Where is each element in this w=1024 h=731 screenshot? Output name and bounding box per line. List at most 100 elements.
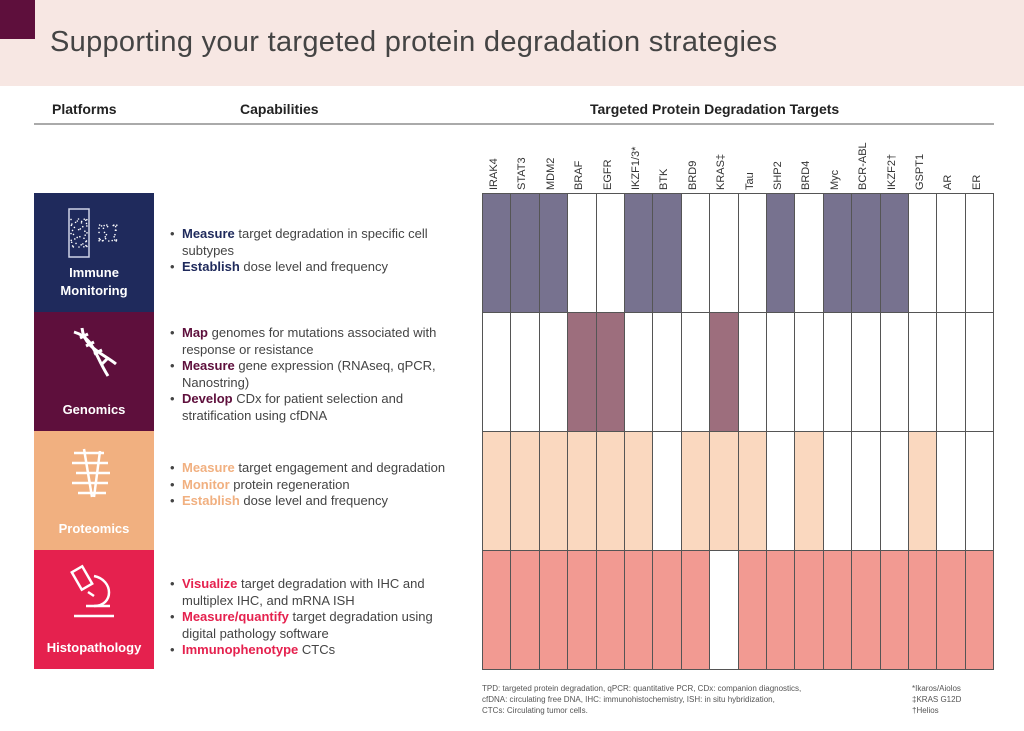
coverage-cell (482, 312, 512, 432)
coverage-cell (822, 193, 853, 313)
target-label: AR (936, 135, 964, 190)
coverage-cell (624, 550, 654, 670)
coverage-cell (595, 431, 625, 551)
target-label: ER (965, 135, 993, 190)
coverage-cell (737, 312, 767, 432)
capability-item: Measure gene expression (RNAseq, qPCR, N… (170, 358, 460, 391)
coverage-cell (680, 312, 711, 432)
capability-item: Measure target engagement and degradatio… (170, 460, 460, 477)
capability-item: Map genomes for mutations associated wit… (170, 325, 460, 358)
footnote-line: cfDNA: circulating free DNA, IHC: immuno… (482, 695, 775, 704)
coverage-cell (737, 550, 767, 670)
coverage-cell (567, 312, 597, 432)
target-label: STAT3 (510, 135, 538, 190)
coverage-cell (510, 550, 540, 670)
capability-verb: Immunophenotype (182, 642, 299, 657)
platform-name: Histopathology (46, 640, 142, 655)
target-label-text: STAT3 (516, 157, 529, 190)
capability-item: Establish dose level and frequency (170, 259, 460, 276)
coverage-cell (851, 550, 881, 670)
capability-verb: Measure/quantify (182, 609, 289, 624)
coverage-cell (879, 550, 909, 670)
capability-item: Establish dose level and frequency (170, 493, 460, 510)
capability-text: dose level and frequency (239, 493, 388, 508)
target-label-text: IKZF1/3* (630, 146, 642, 190)
header-divider (34, 123, 994, 125)
target-label: SHP2 (766, 135, 794, 190)
platform-tile-proteomics: Proteomics (34, 431, 154, 550)
target-label: IKZF2† (880, 135, 908, 190)
platforms-header: Platforms (52, 101, 117, 117)
capability-text: CTCs (298, 642, 336, 657)
coverage-cell (652, 550, 682, 670)
platform-name: Proteomics (58, 521, 130, 536)
coverage-cell (822, 312, 853, 432)
target-label-text: BTK (658, 168, 671, 190)
symbols-footnote: *Ikaros/Aiolos ‡KRAS G12D †Helios (912, 683, 961, 716)
coverage-cell (908, 431, 938, 551)
target-label-text: EGFR (601, 159, 614, 190)
coverage-cell (766, 193, 796, 313)
target-label-text: BRAF (573, 160, 586, 190)
coverage-cell (964, 550, 995, 670)
coverage-cell (538, 193, 569, 313)
coverage-cell (936, 431, 966, 551)
coverage-cell (936, 312, 966, 432)
platform-tile-genomics: Genomics (34, 312, 154, 431)
target-label: BTK (652, 135, 680, 190)
target-label: IKZF1/3* (624, 135, 652, 190)
coverage-cell (737, 431, 767, 551)
coverage-cell (482, 550, 512, 670)
target-label: BCR-ABL (851, 135, 879, 190)
capability-item: Monitor protein regeneration (170, 477, 460, 494)
coverage-cell (709, 550, 739, 670)
coverage-cell (652, 193, 682, 313)
coverage-cell (567, 193, 597, 313)
coverage-cell (709, 431, 739, 551)
header-band (0, 0, 1024, 86)
capabilities-list: Visualize target degradation with IHC an… (170, 576, 460, 659)
coverage-cell (624, 312, 654, 432)
target-label-text: BRD4 (800, 160, 813, 190)
capability-item: Visualize target degradation with IHC an… (170, 576, 460, 609)
target-label: BRAF (567, 135, 595, 190)
capabilities-list: Measure target engagement and degradatio… (170, 460, 460, 510)
coverage-cell (737, 193, 767, 313)
coverage-cell (766, 431, 796, 551)
footnote-line: CTCs: Circulating tumor cells. (482, 706, 588, 715)
coverage-cell (482, 193, 512, 313)
page-title: Supporting your targeted protein degrada… (50, 26, 778, 58)
platform-name: Genomics (62, 402, 126, 417)
coverage-cell (538, 312, 569, 432)
capabilities-header: Capabilities (240, 101, 319, 117)
coverage-cell (538, 431, 569, 551)
capability-verb: Establish (182, 259, 240, 274)
coverage-cell (595, 312, 625, 432)
coverage-cell (822, 431, 853, 551)
coverage-cell (709, 193, 739, 313)
capability-text: protein regeneration (229, 476, 350, 492)
coverage-cell (964, 193, 995, 313)
coverage-cell (766, 550, 796, 670)
target-label-text: IKZF2† (885, 153, 898, 190)
target-label-text: Myc (828, 169, 841, 190)
coverage-cell (936, 550, 966, 670)
target-label: KRAS‡ (709, 135, 737, 190)
footnote-line: †Helios (912, 706, 939, 715)
coverage-cell (794, 431, 824, 551)
target-label-text: ER (970, 174, 983, 190)
coverage-cell (794, 550, 824, 670)
coverage-cell (680, 550, 711, 670)
capability-text: target engagement and degradation (234, 460, 446, 475)
coverage-cell (652, 312, 682, 432)
coverage-cell (595, 193, 625, 313)
target-label-text: KRAS‡ (715, 153, 728, 190)
capability-verb: Monitor (182, 476, 230, 492)
coverage-cell (482, 431, 512, 551)
coverage-cell (964, 431, 995, 551)
target-label: BRD4 (794, 135, 822, 190)
coverage-cell (652, 431, 682, 551)
coverage-cell (567, 550, 597, 670)
target-label-text: BRD9 (686, 160, 699, 190)
platform-name: Immune Monitoring (60, 265, 128, 298)
